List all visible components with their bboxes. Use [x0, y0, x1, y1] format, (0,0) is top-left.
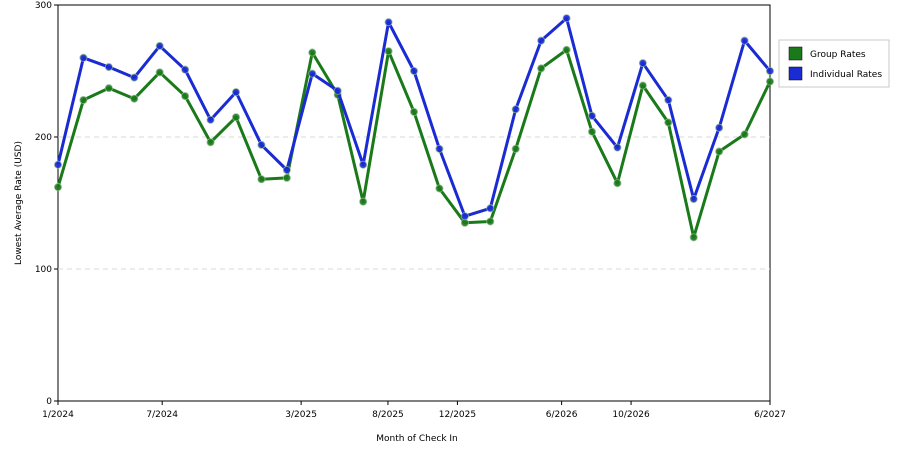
data-point — [231, 88, 240, 97]
data-point — [155, 41, 164, 50]
y-tick-label: 300 — [35, 1, 52, 11]
x-tick-label: 10/2026 — [612, 410, 650, 420]
data-point — [206, 115, 215, 124]
data-point — [613, 143, 622, 152]
data-point — [740, 36, 749, 45]
data-point — [104, 63, 113, 72]
legend-label: Group Rates — [810, 50, 866, 60]
x-tick-label: 6/2027 — [754, 410, 786, 420]
data-point — [486, 204, 495, 213]
data-point — [511, 105, 520, 114]
data-point — [562, 45, 571, 54]
x-tick-label: 7/2024 — [146, 410, 178, 420]
data-point — [435, 144, 444, 153]
y-tick-label: 100 — [35, 265, 52, 275]
data-point — [384, 47, 393, 56]
data-point — [740, 130, 749, 139]
data-point — [181, 65, 190, 74]
data-point — [282, 165, 291, 174]
x-tick-label: 12/2025 — [439, 410, 476, 420]
data-point — [715, 123, 724, 132]
data-point — [664, 118, 673, 127]
data-point — [689, 233, 698, 242]
data-point — [231, 113, 240, 122]
data-point — [409, 107, 418, 116]
data-point — [715, 147, 724, 156]
legend-label: Individual Rates — [810, 70, 882, 80]
data-point — [613, 179, 622, 188]
x-axis-title: Month of Check In — [376, 434, 458, 444]
x-tick-label: 1/2024 — [42, 410, 74, 420]
data-point — [104, 84, 113, 93]
data-point — [766, 67, 775, 76]
data-point — [130, 73, 139, 82]
data-point — [181, 92, 190, 101]
plot-area — [57, 4, 771, 402]
data-point — [511, 144, 520, 153]
data-point — [409, 67, 418, 76]
data-point — [588, 111, 597, 120]
x-tick-label: 8/2025 — [372, 410, 404, 420]
data-point — [460, 212, 469, 221]
data-point — [689, 195, 698, 204]
data-point — [79, 96, 88, 105]
data-point — [766, 77, 775, 86]
data-point — [359, 160, 368, 169]
data-point — [588, 127, 597, 136]
data-point — [308, 69, 317, 78]
data-point — [638, 81, 647, 90]
data-point — [155, 68, 164, 77]
legend-swatch — [788, 66, 803, 81]
data-point — [130, 94, 139, 103]
data-point — [257, 140, 266, 149]
y-axis-title: Lowest Average Rate (USD) — [14, 141, 24, 265]
data-point — [54, 160, 63, 169]
data-point — [79, 53, 88, 62]
legend: Group Rates Individual Rates — [778, 39, 890, 88]
data-point — [308, 48, 317, 57]
data-point — [664, 96, 673, 105]
data-point — [384, 18, 393, 27]
data-point — [562, 14, 571, 23]
legend-swatch — [788, 46, 803, 61]
data-point — [282, 173, 291, 182]
y-tick-label: 200 — [35, 133, 52, 143]
data-point — [206, 138, 215, 147]
data-point — [460, 218, 469, 227]
x-tick-label: 3/2025 — [285, 410, 317, 420]
data-point — [486, 217, 495, 226]
data-point — [537, 64, 546, 73]
x-tick-label: 6/2026 — [546, 410, 578, 420]
data-point — [359, 197, 368, 206]
data-point — [54, 183, 63, 192]
data-point — [638, 59, 647, 68]
y-tick-label: 0 — [46, 397, 52, 407]
data-point — [257, 175, 266, 184]
data-point — [333, 86, 342, 95]
data-point — [435, 184, 444, 193]
data-point — [537, 36, 546, 45]
